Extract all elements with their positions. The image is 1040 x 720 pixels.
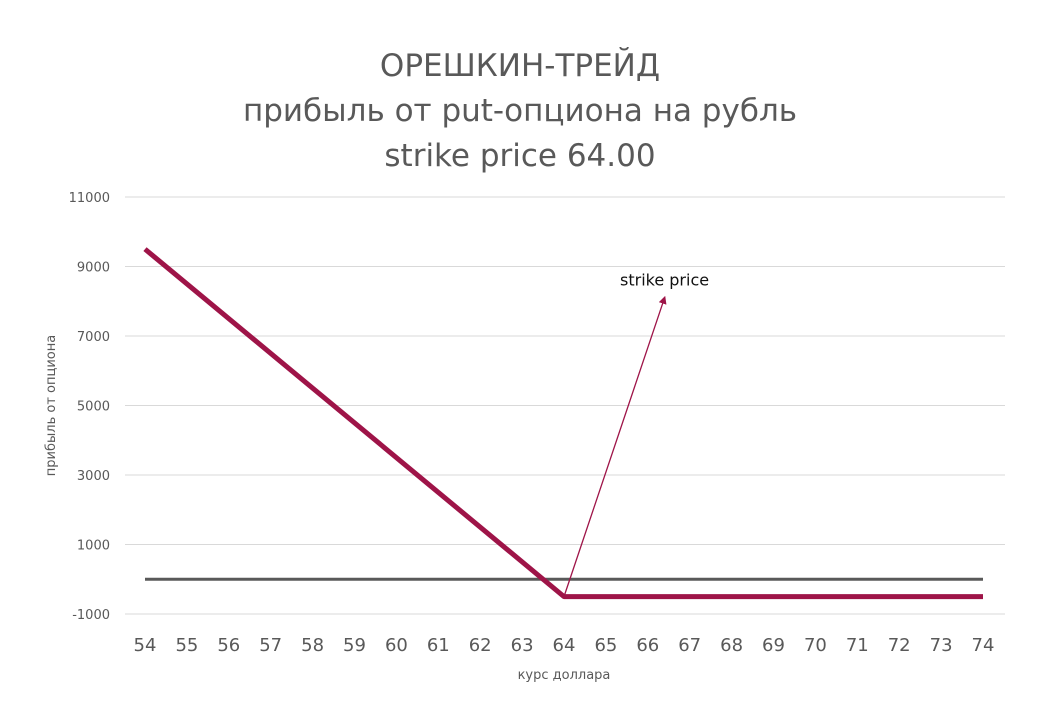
y-tick-11000: 11000: [69, 191, 110, 206]
chart-subtitle-1: прибыль от put-опциона на рубль: [242, 93, 798, 129]
y-tick-1000: 1000: [77, 539, 110, 554]
x-tick-59: 59: [343, 635, 366, 656]
x-tick-58: 58: [301, 635, 324, 656]
chart-title: ОРЕШКИН-ТРЕЙД: [379, 48, 661, 84]
x-tick-54: 54: [134, 635, 157, 656]
x-tick-55: 55: [175, 635, 198, 656]
strike-price-arrow: [563, 295, 667, 597]
x-tick-74: 74: [972, 635, 995, 656]
y-tick-9000: 9000: [77, 261, 110, 276]
x-tick-70: 70: [804, 635, 827, 656]
x-tick-61: 61: [427, 635, 450, 656]
x-tick-69: 69: [762, 635, 785, 656]
y-tick--1000: -1000: [72, 608, 110, 623]
x-tick-64: 64: [553, 635, 576, 656]
x-tick-73: 73: [930, 635, 953, 656]
y-tick-7000: 7000: [77, 330, 110, 345]
x-tick-60: 60: [385, 635, 408, 656]
x-axis-label: курс доллара: [518, 668, 611, 683]
x-tick-72: 72: [888, 635, 911, 656]
x-tick-71: 71: [846, 635, 869, 656]
y-tick-5000: 5000: [77, 400, 110, 415]
x-tick-57: 57: [259, 635, 282, 656]
x-tick-62: 62: [469, 635, 492, 656]
x-tick-65: 65: [594, 635, 617, 656]
x-tick-63: 63: [511, 635, 534, 656]
chart-title-block: ОРЕШКИН-ТРЕЙД прибыль от put-опциона на …: [0, 44, 1040, 179]
x-tick-66: 66: [636, 635, 659, 656]
y-tick-3000: 3000: [77, 469, 110, 484]
strike-price-annotation: strike price: [620, 271, 709, 290]
y-axis-label: прибыль от опциона: [44, 335, 59, 476]
chart-subtitle-2: strike price 64.00: [384, 138, 656, 174]
x-tick-68: 68: [720, 635, 743, 656]
x-tick-56: 56: [217, 635, 240, 656]
x-tick-67: 67: [678, 635, 701, 656]
